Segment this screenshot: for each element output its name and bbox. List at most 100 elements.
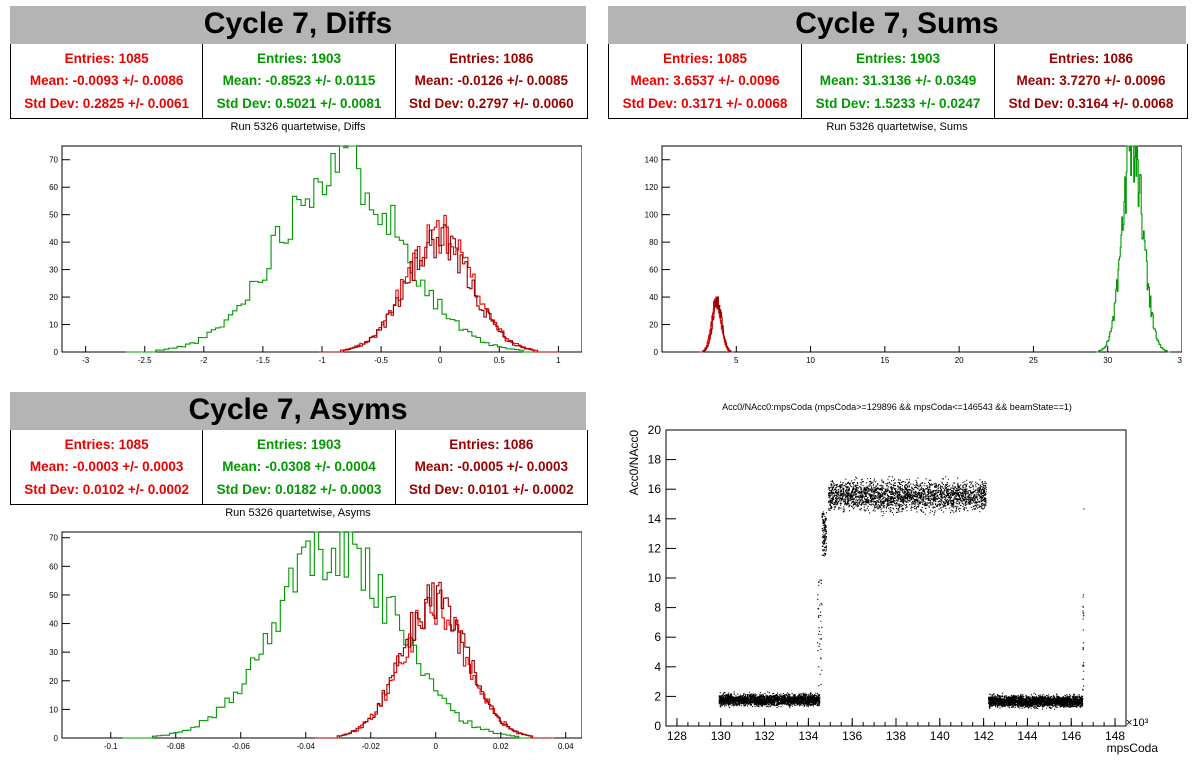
- x-tick-label: 20: [955, 356, 964, 365]
- histogram-series-0: [122, 531, 549, 739]
- sums-histogram: 5 10 15 20 25 30 35 0 20 40 60 80 100 120 140: [645, 145, 1182, 365]
- plot-frame: [61, 531, 582, 739]
- x-tick-label: 0: [438, 356, 443, 365]
- y-tick-label: 50: [49, 591, 58, 600]
- y-tick-label: 100: [645, 211, 659, 220]
- x-tick-label: 130: [711, 729, 731, 743]
- y-tick-label: 140: [645, 156, 659, 165]
- y-tick-label: 40: [649, 293, 658, 302]
- y-tick-label: 20: [49, 677, 58, 686]
- sums-subtitle: Run 5326 quartetwise, Sums: [826, 121, 968, 133]
- y-tick-label: 8: [654, 601, 661, 615]
- asyms-title: Cycle 7, Asyms: [10, 392, 586, 431]
- asyms-subtitle: Run 5326 quartetwise, Asyms: [225, 507, 371, 519]
- stat-box-red: Entries: 1085 Mean: -0.0093 +/- 0.0086 S…: [11, 44, 204, 118]
- stat-entries: Entries: 1086: [449, 50, 534, 66]
- stat-box-red: Entries: 1085 Mean: -0.0003 +/- 0.0003 S…: [11, 430, 204, 504]
- y-tick-label: 0: [54, 348, 59, 357]
- stat-mean: Mean: -0.8523 +/- 0.0115: [222, 73, 376, 89]
- y-tick-label: 6: [654, 630, 661, 644]
- stat-box-green: Entries: 1903 Mean: -0.0308 +/- 0.0004 S…: [203, 430, 396, 504]
- stat-std: Std Dev: 0.5021 +/- 0.0081: [216, 96, 382, 112]
- y-tick-label: 10: [49, 705, 58, 714]
- stat-box-red: Entries: 1085 Mean: 3.6537 +/- 0.0096 St…: [609, 44, 802, 118]
- stat-std: Std Dev: 1.5233 +/- 0.0247: [815, 96, 981, 112]
- stat-entries: Entries: 1085: [662, 50, 748, 66]
- stat-std: Std Dev: 0.3164 +/- 0.0068: [1008, 96, 1174, 112]
- y-tick-label: 0: [654, 719, 661, 733]
- stat-mean: Mean: -0.0308 +/- 0.0004: [222, 459, 376, 475]
- stat-entries: Entries: 1085: [64, 50, 149, 66]
- y-tick-label: 0: [654, 348, 659, 357]
- stat-mean: Mean: -0.0005 +/- 0.0003: [414, 459, 569, 475]
- x-tick-label: 140: [930, 729, 950, 743]
- histogram-series-0: [1095, 145, 1171, 353]
- stat-mean: Mean: 31.3136 +/- 0.0349: [819, 73, 977, 89]
- y-tick-label: 40: [49, 238, 58, 247]
- y-tick-label: 12: [648, 541, 662, 555]
- y-tick-label: 16: [648, 482, 662, 496]
- x-tick-label: -2: [200, 356, 208, 365]
- y-tick-label: 30: [49, 648, 58, 657]
- scatter-title: Acc0/NAcc0:mpsCoda (mpsCoda>=129896 && m…: [722, 402, 1072, 412]
- x-tick-label: -1.5: [256, 356, 270, 365]
- x-tick-label: -1: [318, 356, 326, 365]
- stat-entries: Entries: 1086: [449, 436, 534, 452]
- plot-frame: [61, 145, 582, 353]
- stat-box-darkred: Entries: 1086 Mean: -0.0126 +/- 0.0085 S…: [396, 44, 587, 118]
- diffs-stats: Entries: 1085 Mean: -0.0093 +/- 0.0086 S…: [10, 44, 588, 119]
- y-tick-label: 120: [645, 183, 659, 192]
- stat-std: Std Dev: 0.0101 +/- 0.0002: [408, 482, 574, 498]
- scatter-ylabel: Acc0/NAcc0: [627, 430, 641, 496]
- asyms-stats: Entries: 1085 Mean: -0.0003 +/- 0.0003 S…: [10, 430, 588, 505]
- y-tick-label: 70: [49, 534, 58, 543]
- stat-mean: Mean: 3.7270 +/- 0.0096: [1016, 73, 1166, 89]
- stat-std: Std Dev: 0.0182 +/- 0.0003: [216, 482, 382, 498]
- x-tick-label: 144: [1017, 729, 1037, 743]
- y-tick-label: 10: [648, 571, 662, 585]
- stat-box-green: Entries: 1903 Mean: 31.3136 +/- 0.0349 S…: [802, 44, 995, 118]
- histogram-series-2: [319, 224, 558, 353]
- asyms-histogram: -0.1 -0.08 -0.06 -0.04 -0.02 0 0.02 0.04 0 10 20 30…: [49, 531, 582, 751]
- stat-entries: Entries: 1085: [64, 436, 149, 452]
- x-tick-label: -2.5: [138, 356, 152, 365]
- y-tick-label: 14: [648, 512, 662, 526]
- x-tick-label: 136: [842, 729, 862, 743]
- y-tick-label: 80: [649, 238, 658, 247]
- stat-entries: Entries: 1086: [1048, 50, 1134, 66]
- x-tick-label: -0.5: [374, 356, 388, 365]
- histogram-series-0: [125, 145, 554, 353]
- stat-box-darkred: Entries: 1086 Mean: 3.7270 +/- 0.0096 St…: [995, 44, 1187, 118]
- y-tick-label: 60: [49, 183, 58, 192]
- plot-frame: [661, 145, 1182, 353]
- stat-entries: Entries: 1903: [256, 436, 342, 452]
- x-tick-label: 142: [974, 729, 994, 743]
- x-tick-label: 134: [798, 729, 818, 743]
- stat-std: Std Dev: 0.3171 +/- 0.0068: [622, 96, 788, 112]
- y-tick-label: 70: [49, 156, 58, 165]
- x-tick-label: 128: [667, 729, 687, 743]
- x-tick-label: 35: [1178, 356, 1182, 365]
- scatter-plot: Acc0/NAcc0 mpsCoda ×10³ 128 130 132 134 136 1…: [627, 423, 1158, 755]
- y-tick-label: 50: [49, 211, 58, 220]
- x-tick-label: 10: [806, 356, 815, 365]
- y-tick-label: 18: [648, 453, 662, 467]
- stat-box-green: Entries: 1903 Mean: -0.8523 +/- 0.0115 S…: [203, 44, 396, 118]
- x-tick-label: 15: [880, 356, 889, 365]
- x-tick-label: 138: [886, 729, 906, 743]
- histogram-series-2: [315, 581, 553, 739]
- x-tick-label: 132: [755, 729, 775, 743]
- x-tick-label: 30: [1103, 356, 1112, 365]
- stat-std: Std Dev: 0.0102 +/- 0.0002: [24, 482, 190, 498]
- x-tick-label: -0.08: [167, 742, 186, 751]
- scatter-xexp: ×10³: [1126, 717, 1149, 729]
- histogram-series-1: [318, 214, 560, 353]
- plot-frame: [665, 429, 1127, 727]
- stat-std: Std Dev: 0.2797 +/- 0.0060: [408, 96, 574, 112]
- x-tick-label: 0.02: [493, 742, 509, 751]
- histogram-series-2: [700, 296, 735, 353]
- y-tick-label: 0: [54, 734, 59, 743]
- y-tick-label: 20: [648, 423, 662, 437]
- x-tick-label: 146: [1061, 729, 1081, 743]
